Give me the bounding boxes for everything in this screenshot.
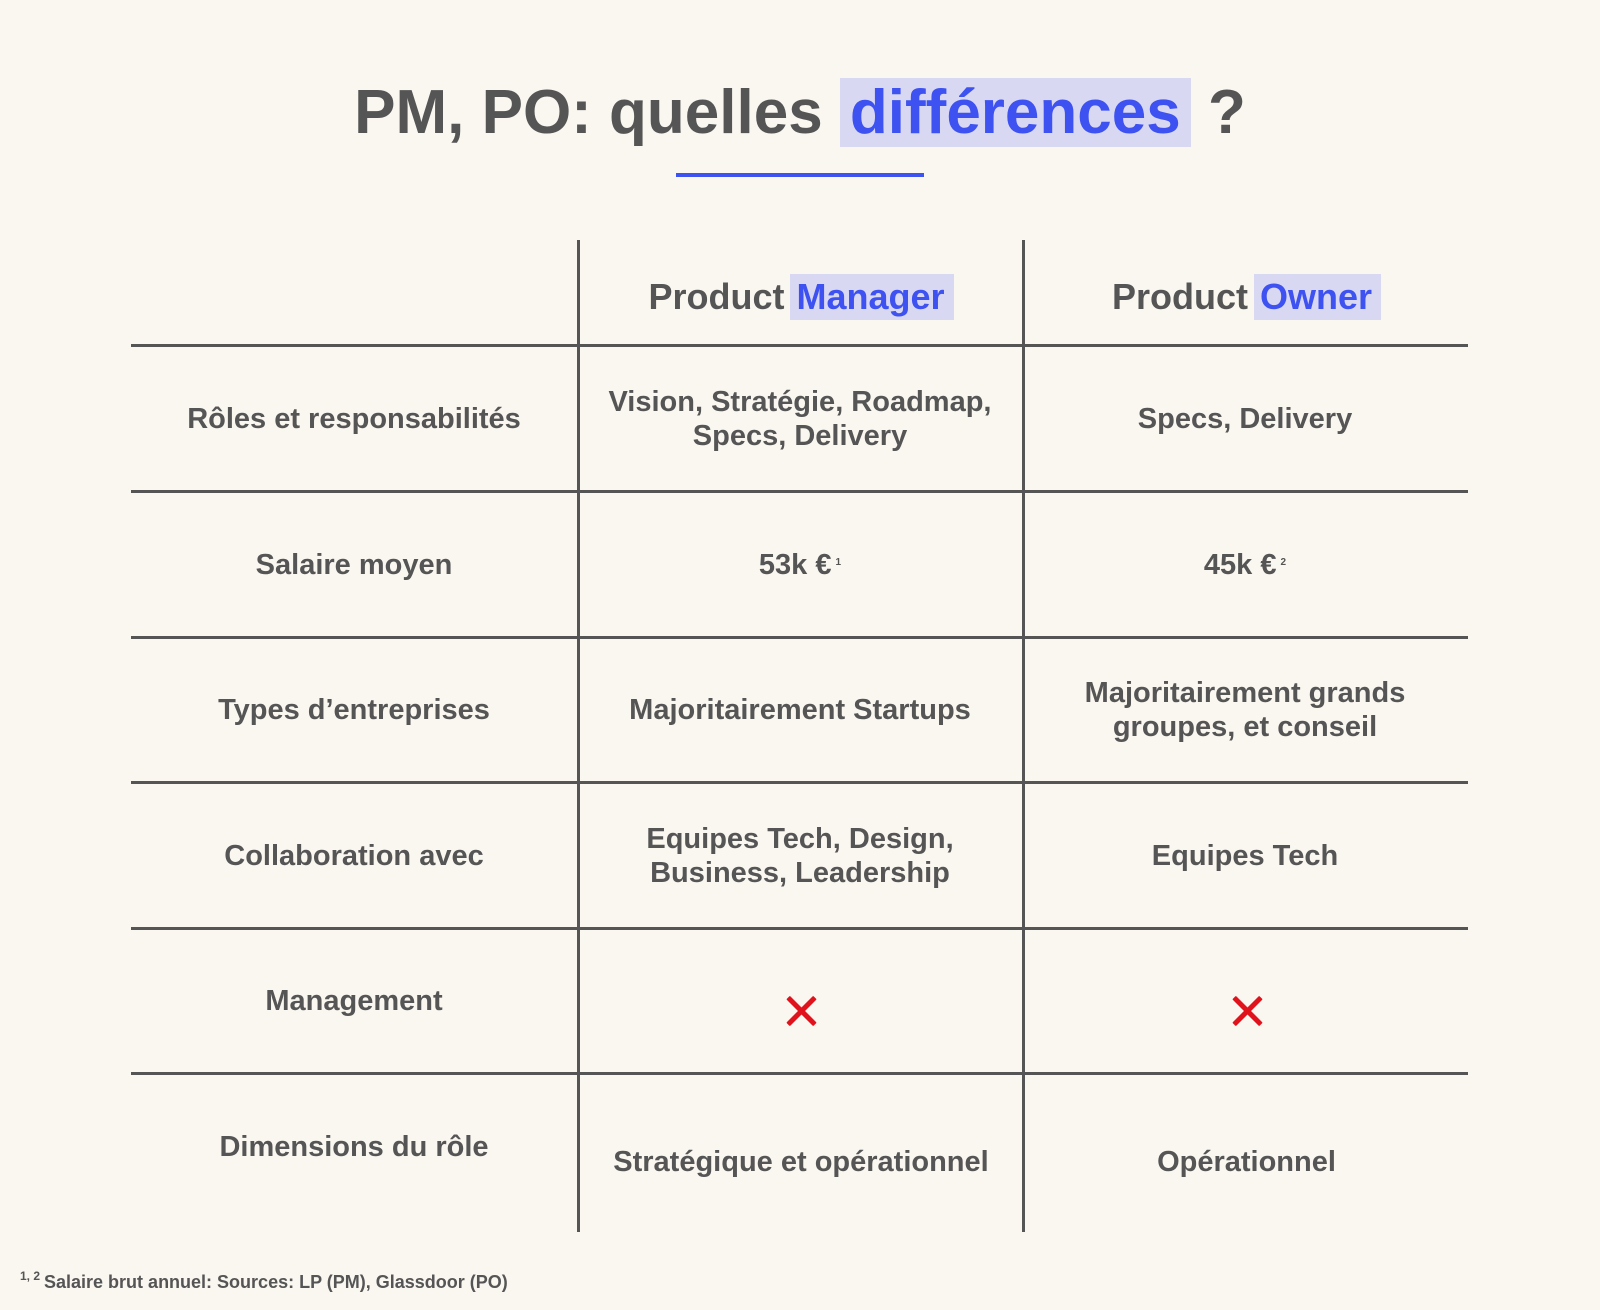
title-highlight: différences <box>839 78 1191 147</box>
row-label: Collaboration avec <box>224 839 484 872</box>
title-suffix: ? <box>1207 78 1246 147</box>
footnote: 1, 2 Salaire brut annuel: Sources: LP (PM… <box>20 1269 508 1293</box>
footnote-text: Salaire brut annuel: Sources: LP (PM), G… <box>44 1272 508 1292</box>
row-divider <box>131 490 1468 493</box>
cross-icon <box>1232 996 1262 1026</box>
pm-cell: Equipes Tech, Design, Business, Leadersh… <box>646 822 954 889</box>
title-prefix: PM, PO: quelles <box>354 78 823 147</box>
row-label: Dimensions du rôle <box>219 1131 489 1163</box>
po-cell: Majoritairement grands groupes, et conse… <box>1084 677 1406 743</box>
row-divider <box>131 781 1468 784</box>
row-label: Management <box>265 985 443 1017</box>
po-cell: 45k €2 <box>1040 493 1450 636</box>
column-header-prefix: Product <box>648 276 785 317</box>
footnote-ref: 1 <box>835 556 842 568</box>
po-cell: Equipes Tech <box>1151 839 1339 872</box>
po-cell <box>1025 940 1468 1082</box>
column-header-prefix: Product <box>1111 276 1248 317</box>
title-underline <box>676 173 924 177</box>
row-label: Salaire moyen <box>255 548 453 581</box>
row-label: Types d’entreprises <box>218 694 490 726</box>
row-divider <box>131 344 1468 347</box>
po-cell: Opérationnel <box>1157 1146 1336 1178</box>
pm-cell: 53k €1 <box>595 493 1005 636</box>
row-label: Rôles et responsabilités <box>187 402 521 435</box>
pm-cell: Majoritairement Startups <box>629 694 971 726</box>
pm-cell: Vision, Stratégie, Roadmap, Specs, Deliv… <box>608 385 992 452</box>
page-title: PM, PO: quelles différences ? <box>0 70 1600 156</box>
row-divider <box>131 636 1468 639</box>
cross-icon <box>786 996 816 1026</box>
footnote-ref: 2 <box>1280 556 1287 568</box>
pm-cell: Stratégique et opérationnel <box>613 1146 989 1178</box>
column-divider <box>1022 240 1025 1232</box>
po-cell: Specs, Delivery <box>1137 402 1353 435</box>
pm-cell <box>580 940 1022 1082</box>
column-header-highlight: Manager <box>790 274 954 320</box>
column-header-po: Product Owner <box>1025 272 1468 322</box>
column-header-highlight: Owner <box>1253 274 1382 320</box>
row-divider <box>131 1072 1468 1075</box>
column-header-pm: Product Manager <box>580 272 1022 322</box>
po-salary: 45k € <box>1203 548 1277 581</box>
row-divider <box>131 927 1468 930</box>
footnote-marks: 1, 2 <box>20 1269 41 1283</box>
pm-salary: 53k € <box>758 548 832 581</box>
column-divider <box>577 240 580 1232</box>
